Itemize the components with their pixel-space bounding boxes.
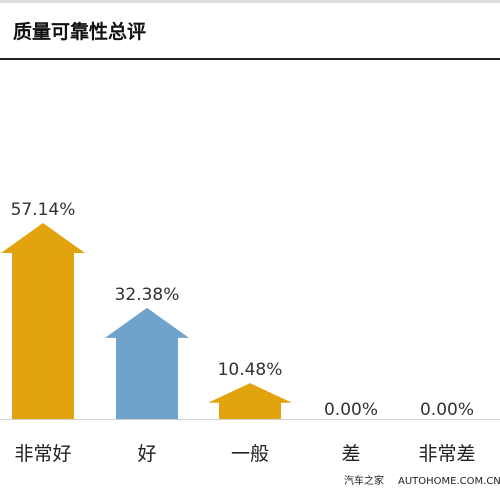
category-labels: 非常好 好 一般 差 非常差	[14, 443, 475, 465]
bar-average	[208, 383, 292, 419]
chart-title: 质量可靠性总评	[13, 20, 146, 43]
category-label-poor: 差	[341, 443, 360, 465]
value-label-very-good: 57.14%	[11, 200, 76, 220]
chart-marks: 57.14% 32.38% 10.48% 0.00% 0.00%	[1, 200, 474, 420]
watermark-backdrop	[340, 470, 500, 488]
top-strip	[0, 0, 500, 3]
category-label-good: 好	[137, 443, 156, 465]
watermark-cn: 汽车之家	[344, 474, 384, 487]
bar-very-good	[1, 223, 85, 419]
category-label-very-poor: 非常差	[418, 443, 475, 465]
value-label-good: 32.38%	[115, 285, 180, 305]
category-label-average: 一般	[231, 443, 269, 465]
bar-good	[105, 307, 189, 419]
watermark-en: AUTOHOME.COM.CN	[398, 476, 500, 487]
value-label-very-poor: 0.00%	[420, 400, 474, 420]
watermark: 汽车之家 AUTOHOME.COM.CN	[340, 470, 500, 488]
value-label-average: 10.48%	[218, 360, 283, 380]
value-label-poor: 0.00%	[324, 400, 378, 420]
category-label-very-good: 非常好	[14, 443, 71, 465]
